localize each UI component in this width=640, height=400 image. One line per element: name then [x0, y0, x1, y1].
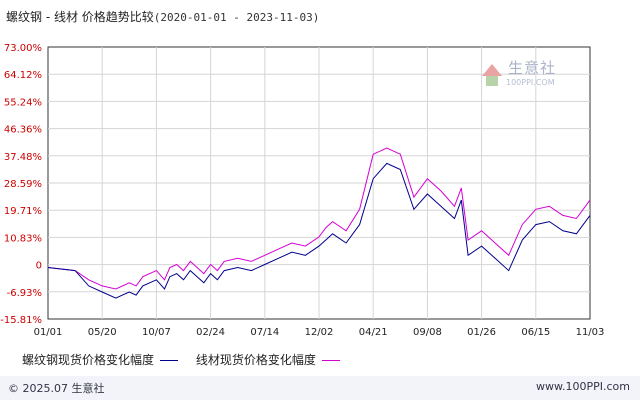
y-tick-label: 64.12%: [4, 70, 42, 81]
legend-swatch-series-1: [160, 360, 179, 361]
footer-site-link[interactable]: www.100PPI.com: [536, 380, 630, 393]
chart-title: 螺纹钢 - 线材 价格趋势比较(2020-01-01 - 2023-11-03): [6, 8, 319, 25]
x-tick-label: 05/20: [88, 327, 117, 338]
watermark-name: 生意社: [508, 59, 557, 77]
y-tick-label: -6.93%: [7, 288, 42, 299]
watermark-house-icon: [486, 76, 498, 86]
x-tick-label: 10/07: [142, 327, 171, 338]
series-line-1: [47, 162, 591, 299]
chart-date-range: (2020-01-01 - 2023-11-03): [153, 11, 320, 24]
y-tick-label: 46.36%: [4, 125, 42, 136]
x-tick-label: 07/14: [250, 327, 279, 338]
y-tick-label: 55.24%: [4, 97, 42, 108]
y-tick-label: 28.59%: [4, 179, 42, 190]
legend-item-series-1: 螺纹钢现货价格变化幅度: [22, 351, 179, 368]
x-tick-label: 11/03: [576, 327, 605, 338]
y-tick-label: 10.83%: [4, 233, 42, 244]
y-tick-label: 37.48%: [4, 152, 42, 163]
y-tick-label: 0: [36, 261, 42, 272]
legend-label-series-1: 螺纹钢现货价格变化幅度: [22, 353, 155, 367]
footer-bar: © 2025.07 生意社 www.100PPI.com: [0, 376, 640, 400]
y-tick-label: 19.71%: [4, 206, 42, 217]
legend-swatch-series-2: [321, 360, 340, 361]
legend-label-series-2: 线材现货价格变化幅度: [195, 353, 316, 367]
x-tick-label: 12/02: [305, 327, 334, 338]
chart-title-text: 螺纹钢 - 线材 价格趋势比较: [6, 10, 154, 24]
series-line-2: [47, 147, 591, 290]
watermark-roof-icon: [482, 64, 502, 76]
watermark-url: 100PPI.COM: [506, 78, 555, 87]
y-tick-label: 73.00%: [4, 43, 42, 54]
x-tick-label: 09/08: [413, 327, 442, 338]
y-tick-label: -15.81%: [0, 315, 42, 326]
x-tick-label: 02/24: [196, 327, 225, 338]
footer-copyright: © 2025.07 生意社: [8, 382, 105, 395]
x-tick-label: 01/26: [467, 327, 496, 338]
x-tick-label: 01/01: [34, 327, 63, 338]
legend-item-series-2: 线材现货价格变化幅度: [196, 351, 340, 368]
x-tick-label: 04/21: [359, 327, 388, 338]
x-tick-label: 06/15: [521, 327, 550, 338]
chart-legend: 螺纹钢现货价格变化幅度 线材现货价格变化幅度: [22, 351, 354, 368]
